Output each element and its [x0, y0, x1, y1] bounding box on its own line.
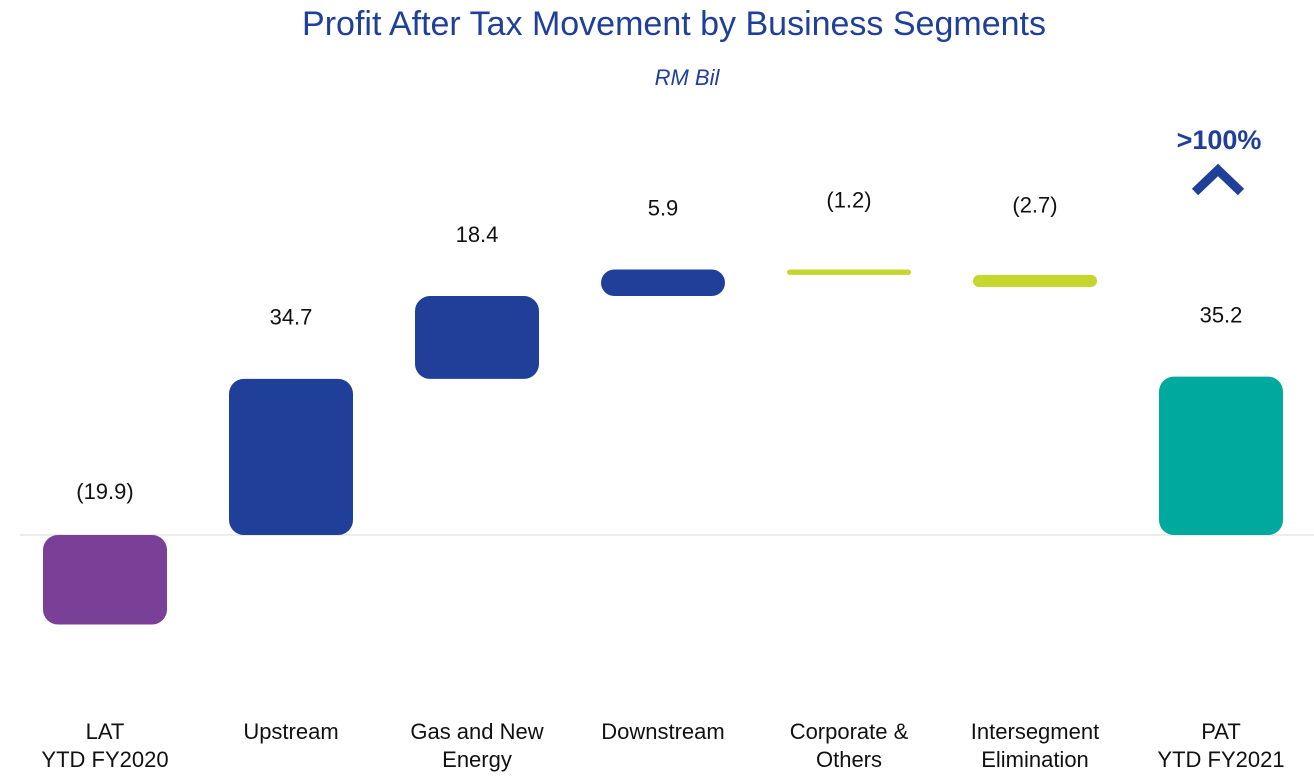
x-tick-label-line: YTD FY2021: [1157, 747, 1284, 772]
x-tick-label: LAT YTD FY2020: [41, 719, 168, 772]
x-tick-label: Upstream: [243, 719, 338, 744]
value-label: 5.9: [648, 195, 679, 220]
x-tick-label-line: Corporate &: [790, 719, 909, 744]
x-tick-label-line: Elimination: [981, 747, 1089, 772]
x-tick-label: Downstream: [601, 719, 724, 744]
bar: [787, 269, 911, 275]
bar: [973, 274, 1097, 288]
x-tick-label-line: LAT: [86, 719, 125, 744]
bar: [43, 535, 167, 625]
x-tick-label-line: Intersegment: [971, 719, 1099, 744]
x-tick-label-line: Upstream: [243, 719, 338, 744]
x-tick-label: Intersegment Elimination: [971, 719, 1099, 772]
x-tick-label-line: Energy: [442, 747, 512, 772]
x-tick-label: Gas and New Energy: [410, 719, 543, 772]
value-label: 18.4: [456, 222, 499, 247]
chart-subtitle: RM Bil: [655, 65, 721, 90]
bar: [415, 296, 539, 379]
x-tick-label-line: Others: [816, 747, 882, 772]
value-label: (2.7): [1012, 193, 1057, 218]
up-chevron: [1191, 163, 1245, 196]
value-label: (1.2): [826, 187, 871, 212]
x-tick-label-line: PAT: [1201, 719, 1241, 744]
bar: [1159, 376, 1283, 535]
chart-title: Profit After Tax Movement by Business Se…: [302, 5, 1046, 43]
bar: [601, 269, 725, 297]
value-label: 35.2: [1200, 302, 1243, 327]
bar: [229, 378, 353, 535]
x-tick-label-line: Gas and New: [410, 719, 543, 744]
value-label: (19.9): [76, 479, 133, 504]
x-tick-label: PAT YTD FY2021: [1157, 719, 1284, 772]
value-label: 34.7: [270, 305, 313, 330]
x-tick-label-line: YTD FY2020: [41, 747, 168, 772]
x-tick-label-line: Downstream: [601, 719, 724, 744]
annotation: >100%: [1177, 125, 1262, 155]
x-tick-label: Corporate & Others: [790, 719, 909, 772]
